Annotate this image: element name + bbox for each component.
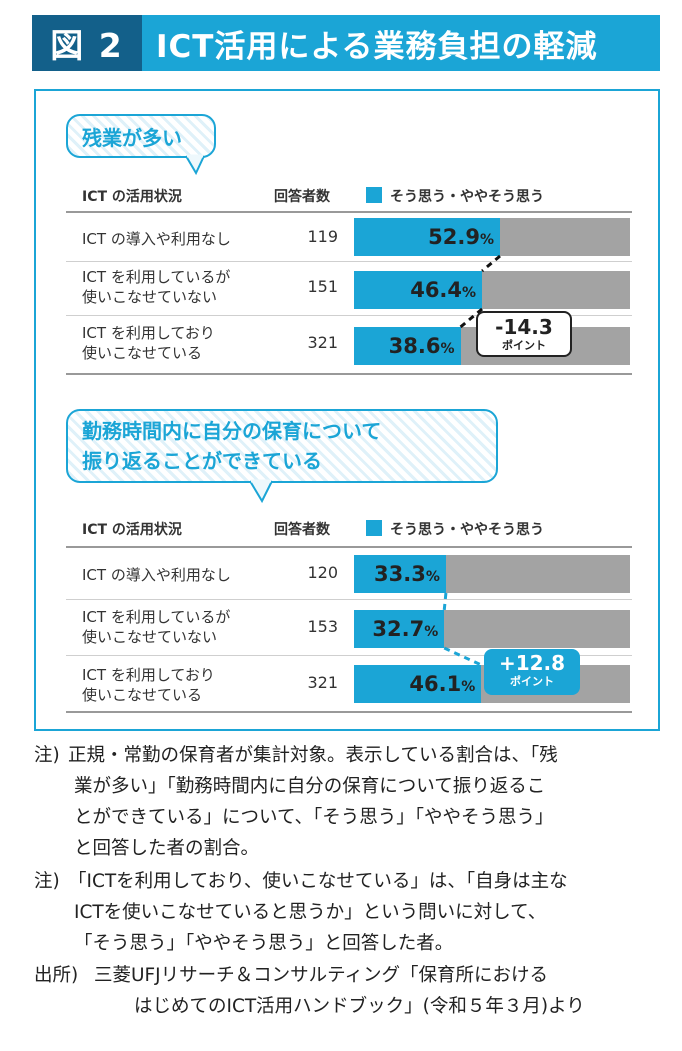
- figure-header: 図 2 ICT活用による業務負担の軽減: [32, 15, 660, 71]
- panel2-row-divider: [66, 655, 632, 656]
- panel1-bubble-tail: [185, 154, 205, 176]
- panel1-row0-n: 119: [307, 227, 338, 246]
- panel1-diff-callout: -14.3 ポイント: [476, 311, 572, 357]
- panel1-row-divider: [66, 261, 632, 262]
- note-2: 注) 「ICTを利用しており、使いこなせている」は、「自身は主な ICTを使いこ…: [34, 871, 568, 954]
- panel1-col-category: ICT の活用状況: [82, 189, 182, 205]
- panel2-title-line2: 振り返ることができている: [82, 449, 322, 473]
- panel1-title: 残業が多い: [82, 125, 182, 150]
- panel2-diff-callout: +12.8 ポイント: [484, 649, 580, 695]
- panel2-row0-value: 33.3%: [374, 562, 440, 586]
- panel1-row2-bar: [354, 327, 461, 365]
- panel2-row1-bar: [354, 610, 445, 648]
- panel2-row2-label: ICT を利用しており 使いこなせている: [82, 666, 215, 704]
- panel1-row-divider: [66, 315, 632, 316]
- panel2-col-category: ICT の活用状況: [82, 522, 182, 538]
- panel2-row0-label: ICT の導入や利用なし: [82, 566, 231, 584]
- panel1-row2-value: 38.6%: [388, 334, 455, 358]
- panel2-trend-line: [442, 592, 482, 667]
- panel2-row-divider: [66, 599, 632, 600]
- panel1-row0-value: 52.9%: [428, 225, 494, 249]
- panel2-row1-label: ICT を利用しているが 使いこなせていない: [82, 608, 231, 646]
- panel1-row0-label: ICT の導入や利用なし: [82, 230, 231, 248]
- panel1-row1-label: ICT を利用しているが 使いこなせていない: [82, 268, 231, 306]
- panel2-title-line1: 勤務時間内に自分の保育について: [82, 419, 382, 443]
- panel1-legend-swatch: [366, 187, 382, 203]
- panel1-row2-label: ICT を利用しており 使いこなせている: [82, 324, 215, 362]
- panel2-title-bubble: 勤務時間内に自分の保育について 振り返ることができている: [66, 409, 498, 483]
- figure-number: 図 2: [32, 15, 142, 71]
- panel2-header-rule: [66, 546, 632, 548]
- panel2-row2-n: 321: [307, 673, 338, 692]
- panel2-row2-value: 46.1%: [409, 672, 476, 696]
- panel2-row0-n: 120: [307, 563, 338, 582]
- panel2-legend-swatch: [366, 520, 382, 536]
- source-note: 出所) 三菱UFJリサーチ＆コンサルティング「保育所における はじめてのICT活…: [34, 965, 585, 1017]
- chart-frame: 残業が多い ICT の活用状況 回答者数 そう思う・ややそう思う ICT の導入…: [34, 89, 660, 731]
- panel1-header-rule: [66, 211, 632, 213]
- panel2-col-n: 回答者数: [274, 522, 330, 538]
- note-1: 注) 正規・常勤の保育者が集計対象。表示している割合は、「残 業が多い」「勤務時…: [34, 745, 558, 859]
- panel2-legend-label: そう思う・ややそう思う: [390, 522, 544, 538]
- panel1-col-n: 回答者数: [274, 189, 330, 205]
- panel2-bottom-rule: [66, 711, 632, 713]
- panel1-row1-n: 151: [307, 277, 338, 296]
- panel1-row1-value: 46.4%: [410, 278, 477, 302]
- panel1-row2-n: 321: [307, 333, 338, 352]
- panel2-row0-bar: [354, 555, 446, 593]
- panel2-row1-n: 153: [307, 617, 338, 636]
- panel1-row1-bar: [354, 271, 483, 309]
- panel2-row1-value: 32.7%: [372, 617, 439, 641]
- panel1-title-bubble: 残業が多い: [66, 114, 216, 158]
- panel2-bubble-tail: [249, 479, 273, 504]
- panel1-bottom-rule: [66, 373, 632, 375]
- panel1-legend-label: そう思う・ややそう思う: [390, 189, 544, 205]
- panel2-row2-bar: [354, 665, 482, 703]
- panel1-row0-bar: [354, 218, 500, 256]
- figure-title: ICT活用による業務負担の軽減: [156, 28, 598, 65]
